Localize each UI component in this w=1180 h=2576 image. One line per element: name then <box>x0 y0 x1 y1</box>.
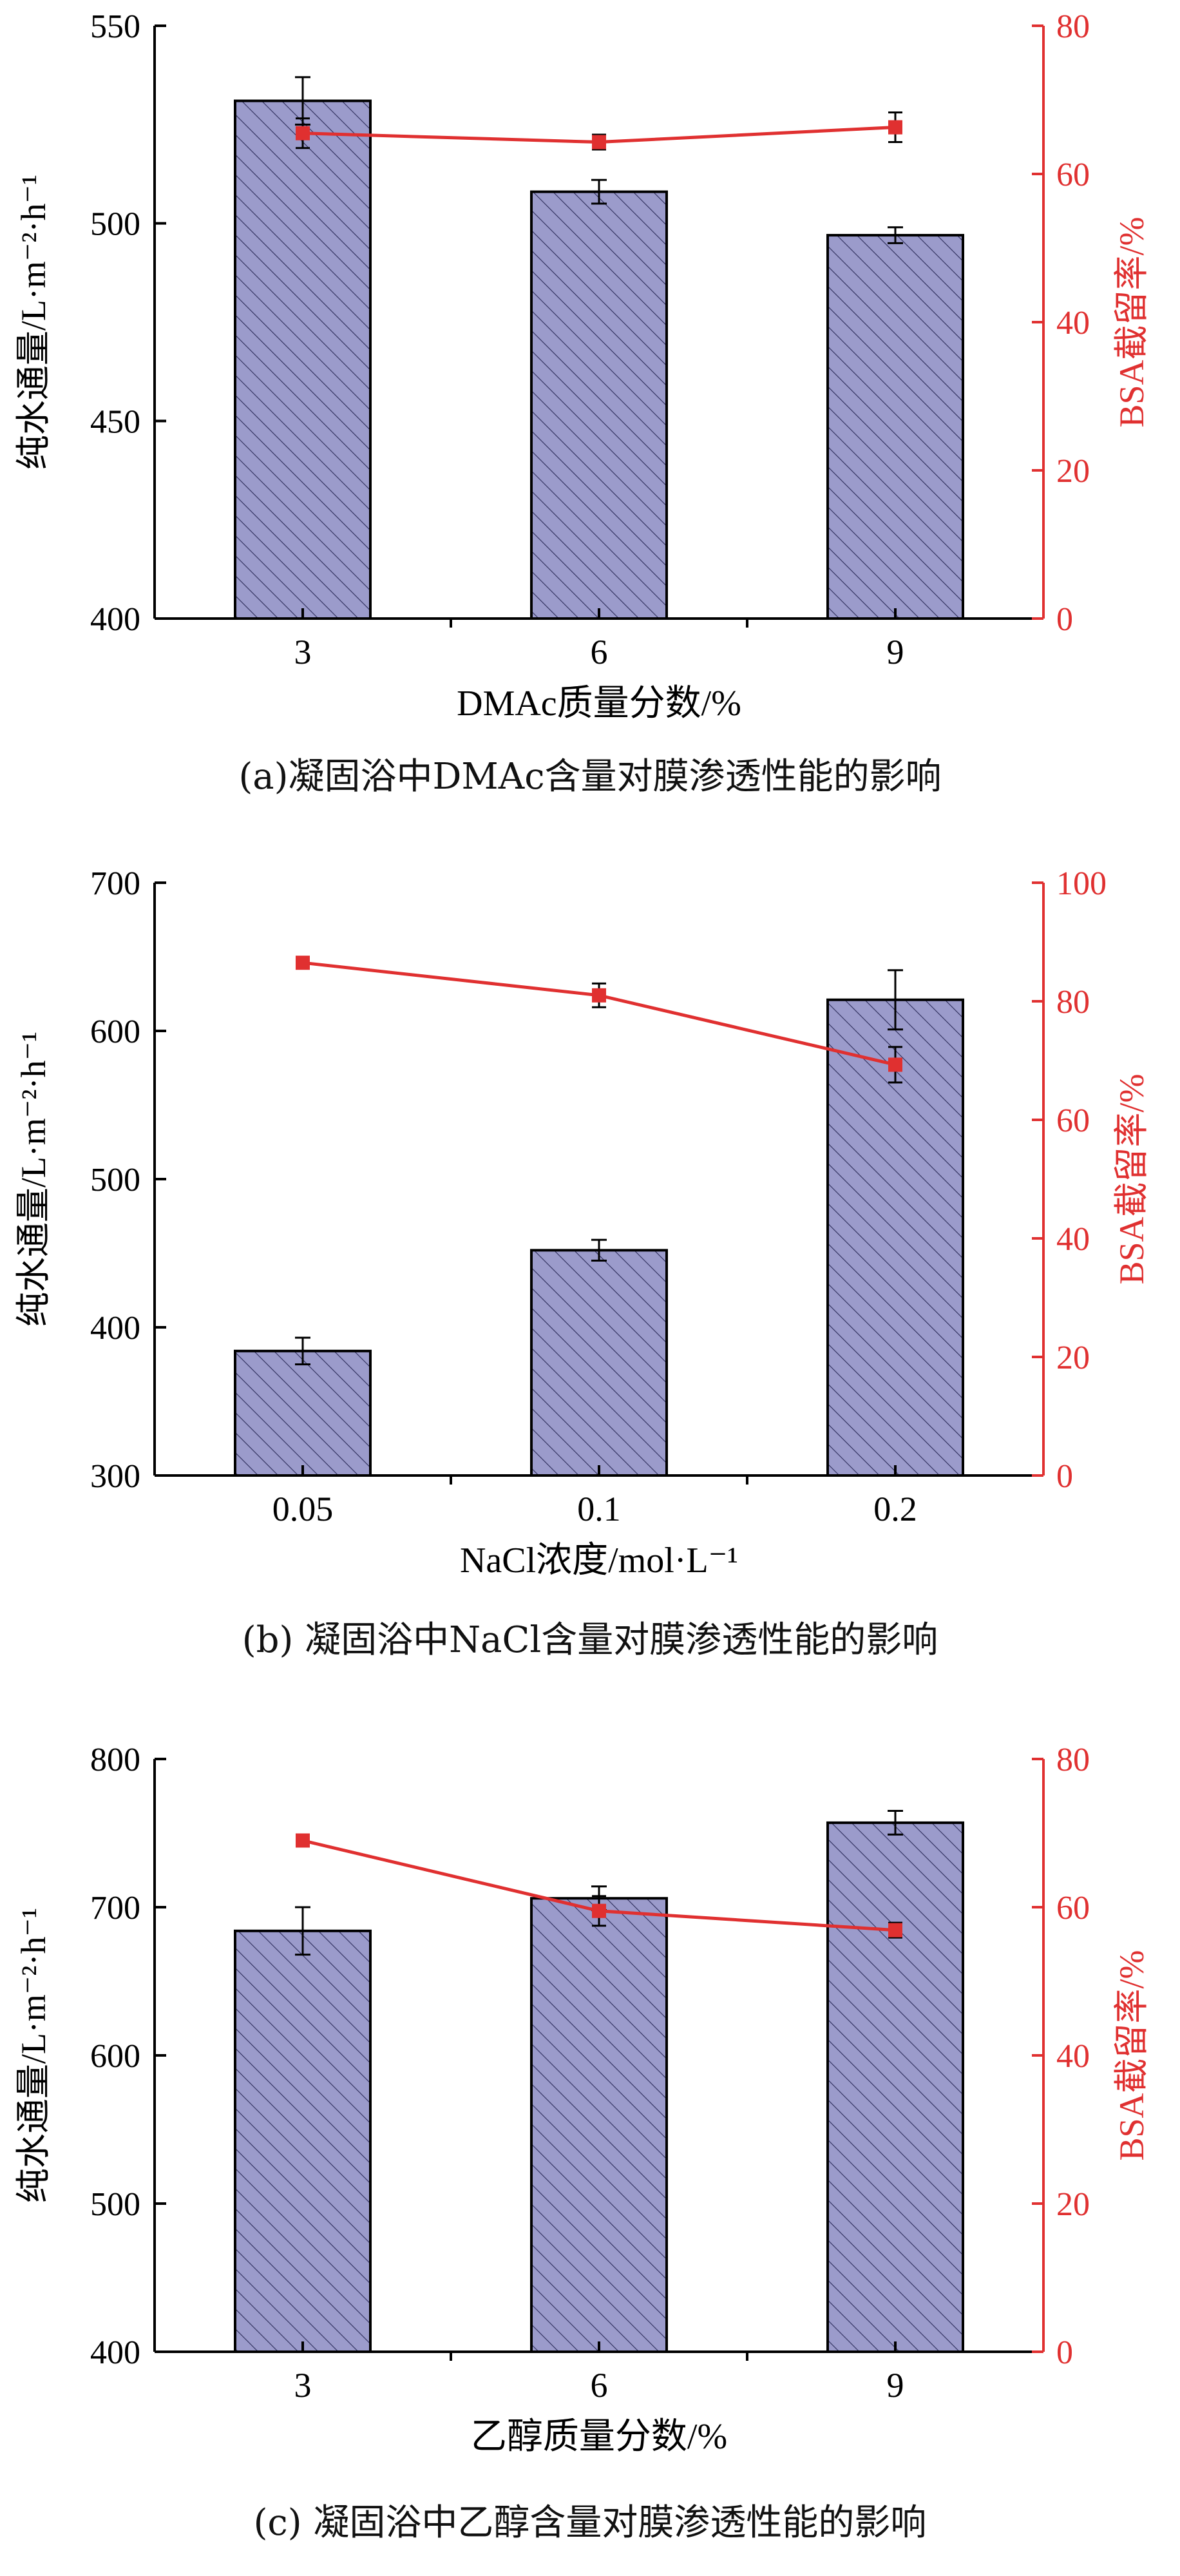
chart-b-y2tick-5: 100 <box>1056 865 1107 902</box>
chart-c-y2tick-0: 0 <box>1056 2334 1073 2371</box>
chart-c-bar-error-2 <box>888 1810 903 1836</box>
chart-c-bar-1 <box>530 1897 668 2353</box>
chart-a-xtick-0: 3 <box>294 633 312 671</box>
chart-b-xlabel: NaCl浓度/mol·L⁻¹ <box>460 1541 738 1581</box>
chart-c-ytick-1: 500 <box>90 2186 140 2223</box>
chart-c-bar-2 <box>826 1821 964 2353</box>
chart-a-y2tick-0: 0 <box>1056 601 1073 638</box>
chart-c-xtick-0: 3 <box>294 2366 312 2405</box>
chart-b-point-2 <box>888 1057 902 1072</box>
chart-c-ytick-0: 400 <box>90 2334 140 2371</box>
chart-c-ytick-3: 700 <box>90 1890 140 1927</box>
chart-b-ytick-4: 700 <box>90 865 140 902</box>
chart-b-xtick-2: 0.2 <box>873 1490 917 1528</box>
chart-c-bar-0 <box>234 1929 372 2353</box>
chart-a-ytick-0: 400 <box>90 601 140 638</box>
chart-a-svg: 400 450 500 550 0 20 40 60 80 3 6 9 DMAc质量分数/% 纯水通量/L… <box>14 8 1151 724</box>
chart-b-y2tick-2: 40 <box>1056 1221 1090 1258</box>
chart-a-y2label: BSA截留率/% <box>1112 216 1151 427</box>
chart-b-ytick-1: 400 <box>90 1310 140 1347</box>
chart-a-point-1 <box>592 135 606 149</box>
chart-c-point-1 <box>592 1903 606 1918</box>
chart-b-xtick-1: 0.1 <box>577 1490 621 1528</box>
chart-a-xlabel: DMAc质量分数/% <box>457 684 741 724</box>
chart-c-y2tick-2: 40 <box>1056 2038 1090 2075</box>
chart-b-bar-1 <box>530 1249 668 1477</box>
chart-b-y2tick-1: 20 <box>1056 1340 1090 1376</box>
chart-c-y2tick-4: 80 <box>1056 1742 1090 1778</box>
chart-panel-b: 300 400 500 600 700 0 20 40 60 80 100 0.05 0.1 0.2 NaC… <box>0 857 1180 1695</box>
chart-b-point-1 <box>592 988 606 1003</box>
chart-b-y2tick-3: 60 <box>1056 1102 1090 1139</box>
chart-b-bar-error-1 <box>591 1238 607 1262</box>
chart-c-y2tick-3: 60 <box>1056 1890 1090 1927</box>
chart-b-caption: (b) 凝固浴中NaCl含量对膜渗透性能的影响 <box>242 1619 938 1661</box>
chart-c-point-2 <box>888 1923 902 1937</box>
chart-b-ylabel: 纯水通量/L·m⁻²·h⁻¹ <box>14 1032 53 1327</box>
chart-b-bar-error-0 <box>295 1336 310 1365</box>
chart-b-ytick-3: 600 <box>90 1014 140 1050</box>
chart-b-ytick-0: 300 <box>90 1458 140 1495</box>
chart-c-point-0 <box>296 1833 310 1848</box>
chart-c-ylabel: 纯水通量/L·m⁻²·h⁻¹ <box>14 1908 53 2203</box>
chart-c-ytick-4: 800 <box>90 1742 140 1778</box>
chart-c-bar-error-0 <box>295 1906 310 1956</box>
chart-a-bar-0 <box>234 99 372 620</box>
chart-b-rejection-line <box>302 961 896 1066</box>
chart-a-bar-2 <box>826 234 964 620</box>
chart-a-ylabel: 纯水通量/L·m⁻²·h⁻¹ <box>14 175 53 470</box>
chart-a-bar-error-1 <box>591 178 607 205</box>
chart-c-xtick-1: 6 <box>591 2366 608 2405</box>
chart-b-bar-0 <box>234 1349 372 1477</box>
chart-b-y2tick-0: 0 <box>1056 1458 1073 1495</box>
chart-a-y2tick-3: 60 <box>1056 157 1090 193</box>
chart-b-y2label: BSA截留率/% <box>1112 1073 1151 1284</box>
chart-a-ytick-3: 550 <box>90 8 140 45</box>
chart-a-bar-1 <box>530 190 668 620</box>
chart-c-xlabel: 乙醇质量分数/% <box>471 2417 727 2457</box>
chart-c-xtick-2: 9 <box>887 2366 904 2405</box>
chart-a-xtick-2: 9 <box>887 633 904 671</box>
chart-a-ytick-2: 500 <box>90 206 140 243</box>
chart-panel-a: 400 450 500 550 0 20 40 60 80 3 6 9 DMAc质量分数/% 纯水通量/L… <box>0 0 1180 838</box>
chart-c-y2label: BSA截留率/% <box>1112 1950 1151 2160</box>
chart-b-bar-error-2 <box>888 969 903 1031</box>
chart-a-point-2 <box>888 120 902 135</box>
chart-a-ytick-1: 450 <box>90 403 140 440</box>
chart-c-y2tick-1: 20 <box>1056 2186 1090 2223</box>
chart-a-y2tick-2: 40 <box>1056 305 1090 341</box>
chart-b-ytick-2: 500 <box>90 1162 140 1198</box>
chart-b-svg: 300 400 500 600 700 0 20 40 60 80 100 0.05 0.1 0.2 NaC… <box>14 865 1151 1581</box>
chart-a-caption: (a)凝固浴中DMAc含量对膜渗透性能的影响 <box>238 756 942 798</box>
chart-c-caption: (c) 凝固浴中乙醇含量对膜渗透性能的影响 <box>253 2502 927 2544</box>
chart-b-point-0 <box>296 956 310 970</box>
chart-c-ytick-2: 600 <box>90 2038 140 2075</box>
chart-panel-c: 400 500 600 700 800 0 20 40 60 80 3 6 9 乙醇质量分数/% 纯水通量/… <box>0 1733 1180 2571</box>
chart-a-bar-error-2 <box>888 226 903 244</box>
chart-c-svg: 400 500 600 700 800 0 20 40 60 80 3 6 9 乙醇质量分数/% 纯水通量/… <box>14 1742 1151 2457</box>
chart-b-xtick-0: 0.05 <box>272 1490 334 1528</box>
chart-a-point-0 <box>296 126 310 140</box>
chart-a-xtick-1: 6 <box>591 633 608 671</box>
chart-a-y2tick-4: 80 <box>1056 8 1090 45</box>
chart-a-y2tick-1: 20 <box>1056 453 1090 490</box>
chart-b-y2tick-4: 80 <box>1056 984 1090 1021</box>
